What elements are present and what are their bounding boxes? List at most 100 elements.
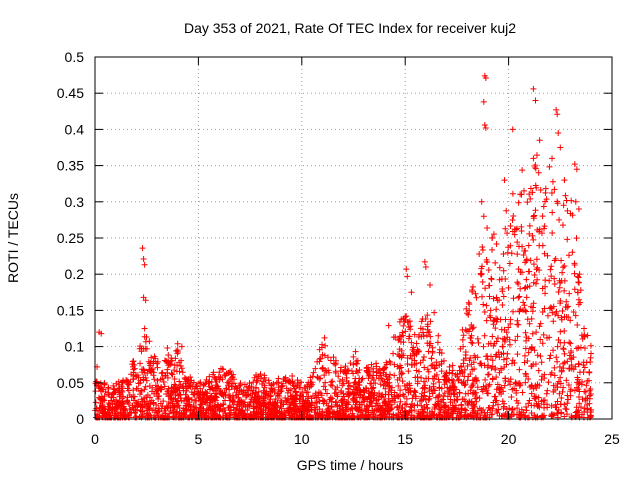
data-point [220, 401, 227, 408]
data-point [560, 202, 567, 209]
data-point [114, 410, 121, 417]
data-point [386, 414, 393, 421]
data-point [113, 400, 120, 407]
data-point [505, 324, 512, 331]
data-point [490, 295, 497, 302]
data-point [519, 243, 526, 250]
data-point [417, 398, 424, 405]
data-point [303, 389, 310, 396]
data-point [265, 404, 272, 411]
data-point [470, 407, 477, 414]
data-point [322, 342, 329, 349]
data-point [186, 414, 193, 421]
data-point [271, 386, 278, 393]
data-point [582, 395, 589, 402]
data-point [435, 403, 442, 409]
data-point [215, 402, 222, 409]
data-point [454, 373, 461, 380]
data-point [345, 392, 352, 399]
data-point [488, 411, 495, 418]
data-point [544, 387, 551, 394]
y-tick-label: 0.2 [65, 266, 85, 282]
data-point [524, 357, 531, 364]
data-point [229, 380, 236, 387]
data-point [95, 383, 102, 390]
data-point [260, 389, 267, 396]
data-point [429, 390, 436, 397]
data-point [325, 354, 332, 361]
data-point [563, 298, 570, 305]
data-point [188, 389, 195, 396]
data-point [581, 325, 588, 332]
data-point [500, 293, 507, 300]
data-point [192, 414, 199, 421]
data-point [536, 323, 543, 330]
data-point [573, 345, 580, 352]
y-tick-label: 0.3 [65, 194, 85, 210]
data-point [98, 330, 105, 337]
data-point [478, 270, 485, 277]
data-point [464, 310, 471, 317]
data-point [432, 394, 439, 401]
data-point [556, 390, 563, 397]
data-point [505, 284, 512, 291]
data-point [438, 360, 445, 367]
data-point [434, 339, 441, 346]
data-point [549, 155, 556, 162]
data-point [284, 396, 291, 403]
data-point [484, 390, 491, 397]
data-point [546, 355, 553, 362]
data-point [253, 377, 260, 384]
data-point [510, 212, 517, 219]
data-point [587, 342, 594, 349]
data-point [398, 347, 405, 354]
data-point [101, 381, 108, 388]
data-point [432, 402, 439, 409]
data-point [248, 396, 255, 403]
data-point [528, 390, 535, 397]
data-point [130, 369, 137, 376]
data-point [290, 410, 297, 417]
data-point [158, 414, 165, 421]
data-point [525, 335, 532, 342]
data-point [379, 391, 386, 398]
data-point [530, 261, 537, 268]
data-point [527, 195, 534, 202]
data-point [564, 304, 570, 311]
data-point [516, 293, 523, 300]
data-point [567, 340, 574, 347]
data-point [530, 279, 537, 286]
data-point [319, 409, 326, 416]
data-point [191, 391, 198, 398]
data-point [472, 290, 479, 297]
data-point [482, 74, 489, 81]
data-point [140, 367, 147, 374]
data-point [314, 374, 321, 381]
data-point [467, 387, 474, 394]
data-point [164, 345, 171, 352]
data-point [364, 402, 371, 409]
data-point [576, 400, 583, 407]
data-point [261, 372, 268, 379]
data-point [581, 388, 588, 395]
data-point [339, 407, 346, 414]
data-point [537, 353, 544, 360]
data-point [515, 294, 522, 301]
data-point [340, 380, 347, 387]
data-point [153, 410, 160, 417]
data-point [496, 354, 503, 361]
data-point [491, 317, 498, 324]
data-point [174, 398, 181, 405]
data-point [416, 368, 423, 375]
data-point [542, 290, 549, 297]
data-point [361, 396, 368, 403]
data-point [398, 371, 405, 378]
data-point [525, 400, 532, 407]
data-point [242, 411, 249, 418]
data-point [459, 336, 466, 343]
data-point [479, 246, 486, 253]
data-point [539, 308, 546, 315]
data-point [227, 368, 234, 375]
data-point [133, 406, 140, 413]
data-point [268, 382, 275, 389]
